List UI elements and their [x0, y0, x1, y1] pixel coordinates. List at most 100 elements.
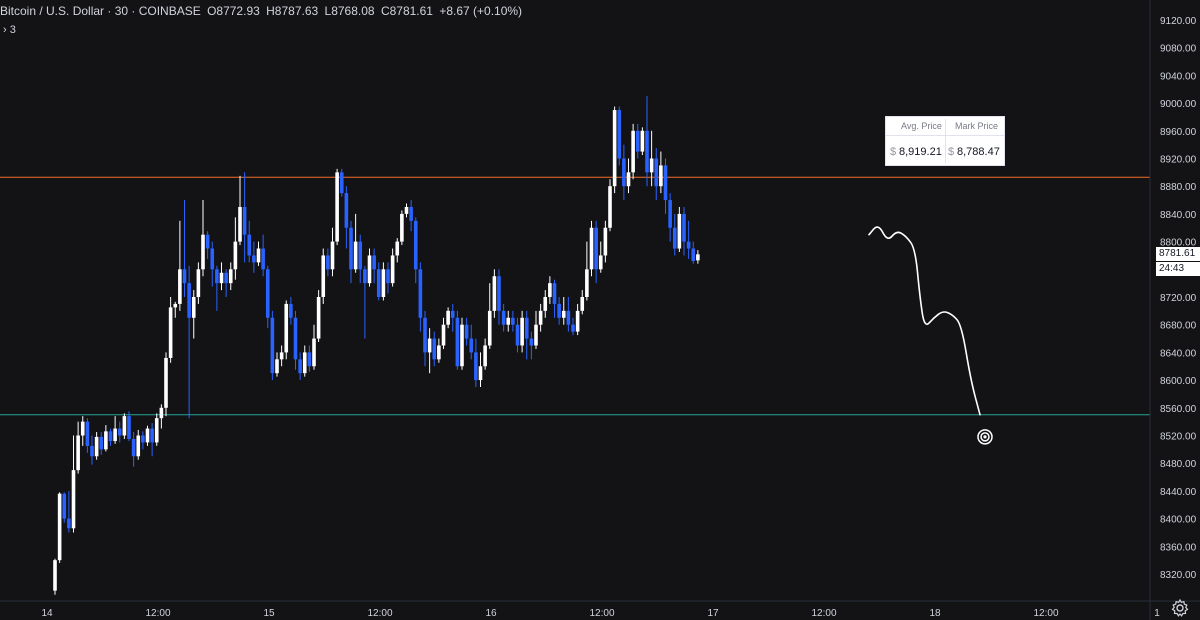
candle-body [654, 158, 659, 187]
candle-body [154, 418, 159, 443]
projection-path[interactable] [868, 226, 981, 416]
candle [677, 206, 682, 252]
candle [233, 217, 238, 280]
candle [275, 352, 279, 377]
indicators-toggle-button[interactable]: › 3 [3, 24, 16, 36]
candle-body [483, 345, 487, 367]
candle-body [395, 241, 400, 256]
candle [159, 404, 164, 429]
time-tick-label: 17 [707, 608, 719, 619]
candle-body [446, 310, 450, 325]
candle [469, 324, 474, 360]
candle [603, 220, 608, 263]
candle [691, 241, 696, 264]
candle [552, 279, 557, 318]
candle [242, 172, 247, 263]
candle [326, 248, 330, 277]
candle-body [672, 227, 677, 249]
candle [224, 269, 228, 297]
bar-countdown-label: 24:43 [1156, 262, 1200, 276]
candle-body [363, 269, 367, 284]
horizontal-lines[interactable] [0, 176, 1150, 416]
candle-body [210, 248, 215, 270]
candle [85, 418, 90, 453]
price-tick-label: 8920.00 [1160, 155, 1197, 166]
price-axis[interactable]: 8320.00 8360.00 8400.00 8440.00 8480.00 8520.… [1149, 0, 1197, 620]
price-tick-label: 8320.00 [1160, 570, 1197, 581]
candle-body [330, 241, 335, 270]
candle [460, 317, 464, 370]
candle-body [191, 297, 196, 318]
candle [210, 241, 215, 287]
candle [76, 421, 80, 474]
candle-body [450, 310, 455, 318]
price-tick-label: 8680.00 [1160, 321, 1197, 332]
candle [413, 217, 418, 284]
candle-body [224, 272, 228, 284]
candle-body [497, 276, 501, 311]
candle-body [626, 172, 631, 187]
candle [90, 435, 94, 465]
candle [201, 200, 205, 277]
candle-body [353, 241, 358, 270]
candle-body [67, 518, 71, 529]
price-tick-label: 8880.00 [1160, 182, 1197, 193]
candle [312, 324, 316, 370]
time-tick-label: 12:00 [1033, 608, 1058, 619]
candle [261, 234, 265, 277]
candle-body [390, 255, 395, 284]
target-marker[interactable] [977, 429, 993, 445]
currency-symbol: $ [948, 146, 955, 158]
candle [53, 558, 57, 595]
candle-body [640, 130, 645, 152]
candle [168, 297, 173, 363]
candle [645, 96, 649, 187]
time-tick-label: 1 [1154, 608, 1160, 619]
candle [437, 338, 441, 363]
candle-body [598, 255, 603, 270]
candle [219, 262, 224, 291]
candle-body [659, 165, 663, 187]
candle-body [238, 206, 242, 242]
candle [427, 328, 432, 374]
symbol-title[interactable]: Bitcoin / U.S. Dollar · 30 · COINBASE [0, 4, 201, 18]
candle-body [455, 317, 460, 367]
candle [113, 416, 117, 444]
candle-body [622, 158, 626, 187]
candle [173, 301, 178, 318]
candle [598, 241, 603, 273]
projection-curve[interactable] [868, 226, 981, 416]
candle-body [460, 324, 464, 367]
candle-body [441, 324, 446, 346]
candle-body [62, 493, 67, 519]
candle-body [511, 317, 515, 325]
candle [418, 262, 423, 332]
candle [631, 123, 635, 180]
time-axis[interactable]: 14 12:00 15 12:00 16 12:00 17 12:00 18 12:00 1 [0, 600, 1200, 619]
settings-gear-icon[interactable] [1170, 598, 1190, 618]
price-tick-label: 9080.00 [1160, 44, 1197, 55]
candle-body [284, 303, 289, 353]
candle-body [585, 269, 589, 297]
candle-body [538, 310, 543, 325]
candle [529, 331, 534, 360]
candle [511, 310, 515, 332]
candlestick-series [53, 96, 700, 595]
candle [122, 413, 127, 439]
candle-body [312, 338, 316, 367]
candle [187, 265, 191, 419]
candle-body [524, 317, 529, 339]
candle-body [427, 338, 432, 353]
candle-body [344, 193, 349, 228]
candle-body [316, 297, 321, 339]
candle-body [150, 428, 154, 443]
target-outer-ring[interactable] [977, 429, 993, 445]
candle [141, 431, 145, 450]
candle-body [205, 234, 210, 249]
time-tick-label: 12:00 [367, 608, 392, 619]
candle [640, 127, 645, 156]
candle [117, 421, 122, 443]
candle-body [178, 269, 182, 304]
candle-body [487, 310, 492, 346]
